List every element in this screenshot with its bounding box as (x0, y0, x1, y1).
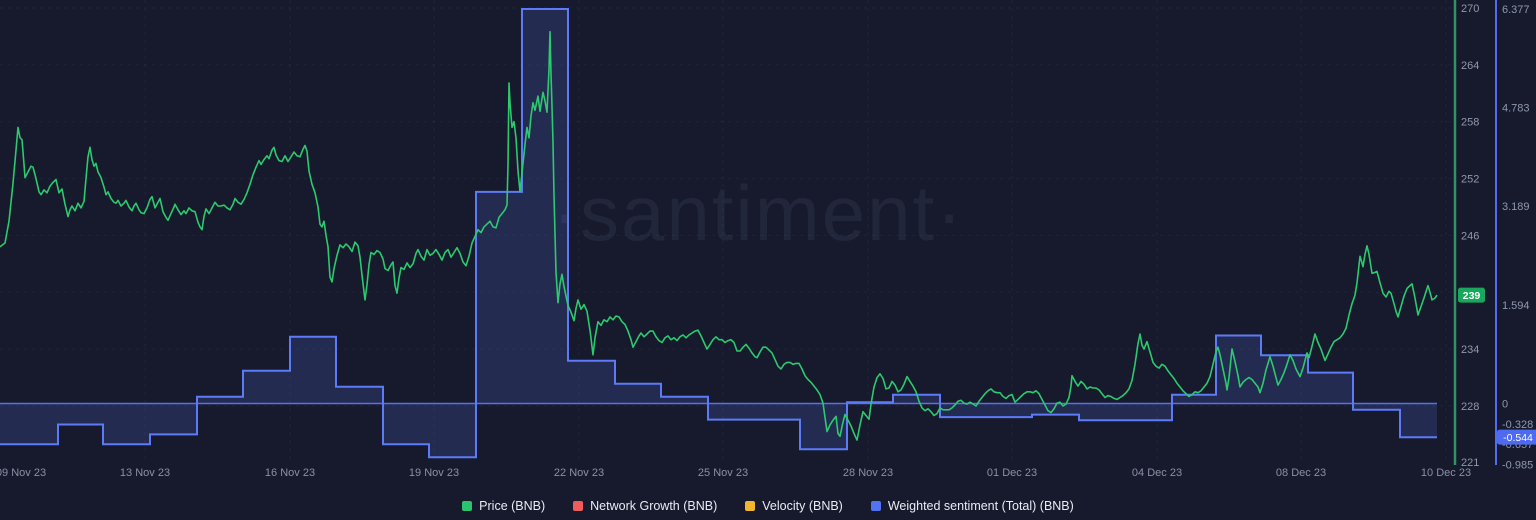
date-tick-label: 09 Nov 23 (0, 467, 46, 479)
sentiment-tick-label: 1.594 (1502, 300, 1530, 312)
sentiment-tick-label: 0 (1502, 399, 1508, 411)
date-tick-label: 01 Dec 23 (987, 467, 1037, 479)
price-line (0, 30, 1438, 441)
sentiment-step-line (0, 8, 1437, 459)
legend-item-weighted-sentiment-total-bnb[interactable]: Weighted sentiment (Total) (BNB) (870, 499, 1074, 513)
date-tick-label: 19 Nov 23 (409, 467, 459, 479)
legend-swatch-icon (745, 501, 756, 511)
sentiment-current-badge-value: -0.544 (1503, 432, 1533, 444)
price-tick-label: 246 (1461, 230, 1479, 242)
legend-item-label: Price (BNB) (479, 499, 546, 513)
date-tick-label: 08 Dec 23 (1276, 467, 1326, 479)
price-tick-label: 228 (1461, 401, 1479, 413)
legend-item-label: Network Growth (BNB) (590, 499, 718, 513)
legend-item-price-bnb[interactable]: Price (BNB) (462, 499, 545, 513)
price-tick-label: 264 (1461, 60, 1479, 72)
price-tick-label: 252 (1461, 174, 1479, 186)
legend-item-label: Weighted sentiment (Total) (BNB) (887, 499, 1074, 513)
legend-item-velocity-bnb[interactable]: Velocity (BNB) (745, 499, 843, 513)
date-tick-label: 25 Nov 23 (698, 467, 748, 479)
watermark-text: ·santiment· (552, 169, 965, 257)
sentiment-area (0, 9, 1437, 458)
sentiment-tick-label: -0.328 (1502, 419, 1533, 431)
price-current-badge (1458, 287, 1485, 303)
legend-swatch-icon (462, 501, 473, 511)
date-tick-label: 10 Dec 23 (1421, 467, 1471, 479)
sentiment-tick-label: 4.783 (1502, 103, 1530, 115)
price-current-badge-value: 239 (1463, 290, 1481, 302)
price-tick-label: 221 (1461, 457, 1479, 469)
sentiment-tick-label: 3.189 (1502, 201, 1530, 213)
date-tick-label: 13 Nov 23 (120, 467, 170, 479)
date-tick-label: 22 Nov 23 (554, 467, 604, 479)
legend-swatch-icon (573, 501, 584, 511)
legend-swatch-icon (870, 501, 881, 511)
legend: Price (BNB) Network Growth (BNB) Velocity … (0, 499, 1536, 513)
sentiment-tick-label: 6.377 (1502, 4, 1530, 16)
sentiment-tick-label: -0.985 (1502, 459, 1533, 471)
price-tick-label: 234 (1461, 344, 1479, 356)
legend-item-network-growth-bnb[interactable]: Network Growth (BNB) (573, 499, 717, 513)
date-tick-label: 04 Dec 23 (1132, 467, 1182, 479)
date-tick-label: 28 Nov 23 (843, 467, 893, 479)
price-tick-label: 270 (1461, 3, 1479, 15)
date-tick-label: 16 Nov 23 (265, 467, 315, 479)
legend-item-label: Velocity (BNB) (762, 499, 843, 513)
price-tick-label: 258 (1461, 117, 1479, 129)
sentiment-current-badge (1497, 429, 1536, 445)
